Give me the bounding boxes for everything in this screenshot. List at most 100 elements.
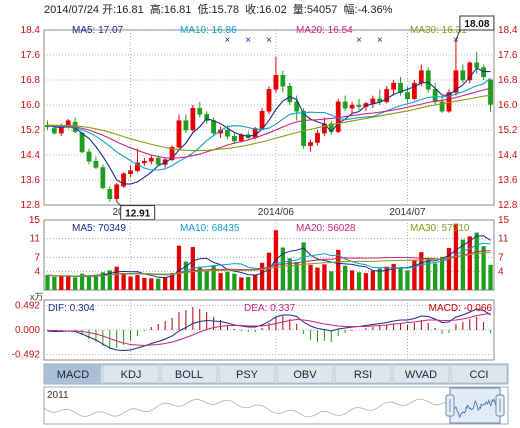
tab-background[interactable] bbox=[102, 364, 160, 384]
tab-obv[interactable]: OBV bbox=[276, 364, 334, 384]
volume-bar bbox=[446, 248, 452, 290]
candle-body bbox=[488, 79, 493, 105]
volume-bar bbox=[294, 262, 299, 290]
candle-body bbox=[107, 189, 113, 199]
tab-label: OBV bbox=[293, 369, 317, 381]
tab-background[interactable] bbox=[334, 364, 392, 384]
volume-panel: 4 4 7 7 11 11 15 15 x万 MA5: 70349 MA10: 68435 MA20:… bbox=[29, 215, 510, 302]
volume-y-tick-right: 15 bbox=[498, 215, 510, 226]
volume-bar bbox=[419, 252, 424, 290]
tab-background[interactable] bbox=[44, 364, 102, 384]
price-ma20-line bbox=[47, 87, 491, 159]
tab-rsi[interactable]: RSI bbox=[334, 364, 392, 384]
candle-body bbox=[356, 104, 362, 107]
navigator-selection-window[interactable] bbox=[449, 387, 501, 424]
volume-y-tick-right: 7 bbox=[498, 252, 504, 263]
candle-body bbox=[308, 142, 313, 146]
price-ma-legend-0: MA5: 17.07 bbox=[72, 25, 124, 36]
volume-y-tick-right: 11 bbox=[498, 234, 509, 245]
price-panel: 12.8 12.8 13.6 13.6 14.4 14.4 15.2 15.2 16.0 16.0… bbox=[21, 15, 518, 221]
candle-body bbox=[190, 107, 196, 131]
price-y-tick-left: 18.4 bbox=[21, 25, 41, 36]
tab-cci[interactable]: CCI bbox=[450, 364, 508, 384]
tab-psy[interactable]: PSY bbox=[218, 364, 276, 384]
volume-bar bbox=[114, 266, 119, 290]
candle-body bbox=[114, 184, 120, 199]
volume-bar bbox=[322, 264, 327, 290]
range-navigator: 2011 bbox=[43, 386, 509, 425]
event-marker: × bbox=[377, 35, 383, 46]
volume-bar bbox=[439, 256, 445, 290]
macd-dif-line bbox=[47, 308, 491, 352]
candle-body bbox=[349, 104, 355, 109]
tab-wvad[interactable]: WVAD bbox=[392, 364, 450, 384]
volume-bar bbox=[52, 276, 57, 290]
candle-body bbox=[100, 167, 106, 189]
tab-background[interactable] bbox=[450, 364, 508, 384]
event-marker: × bbox=[453, 35, 459, 46]
candle-body bbox=[370, 98, 376, 104]
volume-bar bbox=[426, 257, 431, 290]
tab-kdj[interactable]: KDJ bbox=[102, 364, 160, 384]
navigator-selection-line bbox=[453, 398, 496, 419]
tab-bar-background bbox=[43, 363, 509, 385]
candle-body bbox=[128, 170, 133, 174]
volume-bar bbox=[246, 276, 251, 290]
volume-bar bbox=[433, 263, 438, 290]
volume-bar bbox=[253, 275, 258, 290]
event-marker: × bbox=[225, 35, 231, 46]
volume-bar bbox=[398, 268, 403, 290]
price-y-tick-left: 13.6 bbox=[21, 175, 41, 186]
tab-boll[interactable]: BOLL bbox=[160, 364, 218, 384]
price-y-tick-right: 14.4 bbox=[498, 150, 518, 161]
volume-bar bbox=[232, 273, 237, 290]
candle-body bbox=[294, 101, 300, 112]
price-ma-legend-2: MA20: 16.54 bbox=[296, 25, 353, 36]
tab-macd[interactable]: MACD bbox=[44, 364, 102, 384]
candle-body bbox=[315, 132, 320, 143]
tab-background[interactable] bbox=[218, 364, 276, 384]
tab-label: WVAD bbox=[405, 369, 437, 381]
volume-y-tick-left: 7 bbox=[34, 252, 40, 263]
volume-bar bbox=[384, 266, 389, 290]
candle-body bbox=[391, 82, 397, 90]
price-y-tick-left: 14.4 bbox=[21, 150, 41, 161]
candle-body bbox=[183, 120, 189, 131]
macd-y-tick-left: -0.492 bbox=[12, 350, 41, 361]
price-x-tick: 2014/07 bbox=[389, 207, 426, 218]
volume-bar bbox=[301, 242, 306, 290]
indicator-tab-bar: MACD KDJ BOLL PSY OBV RSI WVAD CCI bbox=[43, 363, 509, 385]
header-date: 2014/07/24 bbox=[44, 4, 99, 16]
volume-bar bbox=[315, 267, 320, 290]
volume-bar bbox=[211, 265, 216, 290]
price-y-tick-left: 16.8 bbox=[21, 75, 41, 86]
volume-bar bbox=[259, 262, 265, 290]
volume-bar bbox=[280, 247, 285, 290]
tab-background[interactable] bbox=[160, 364, 218, 384]
price-y-tick-left: 16.0 bbox=[21, 100, 41, 111]
candle-body bbox=[176, 120, 182, 148]
candle-body bbox=[169, 146, 175, 160]
volume-y-tick-left: 15 bbox=[29, 215, 41, 226]
candle-body bbox=[287, 86, 293, 103]
volume-bar bbox=[225, 271, 230, 290]
candle-body bbox=[148, 157, 154, 162]
volume-bar bbox=[86, 276, 92, 290]
candle-body bbox=[335, 101, 341, 132]
volume-bar bbox=[100, 272, 105, 290]
tab-background[interactable] bbox=[392, 364, 450, 384]
volume-bar bbox=[377, 268, 382, 290]
candle-body bbox=[197, 107, 203, 115]
candle-body bbox=[51, 128, 57, 134]
volume-bar bbox=[163, 277, 168, 290]
volume-bar bbox=[329, 271, 334, 290]
tab-background[interactable] bbox=[276, 364, 334, 384]
price-y-tick-right: 16.8 bbox=[498, 75, 518, 86]
volume-bar bbox=[121, 273, 126, 290]
volume-bar bbox=[356, 272, 362, 290]
price-plot-frame bbox=[43, 29, 495, 206]
price-y-tick-right: 17.6 bbox=[498, 50, 518, 61]
candle-body bbox=[467, 62, 473, 81]
